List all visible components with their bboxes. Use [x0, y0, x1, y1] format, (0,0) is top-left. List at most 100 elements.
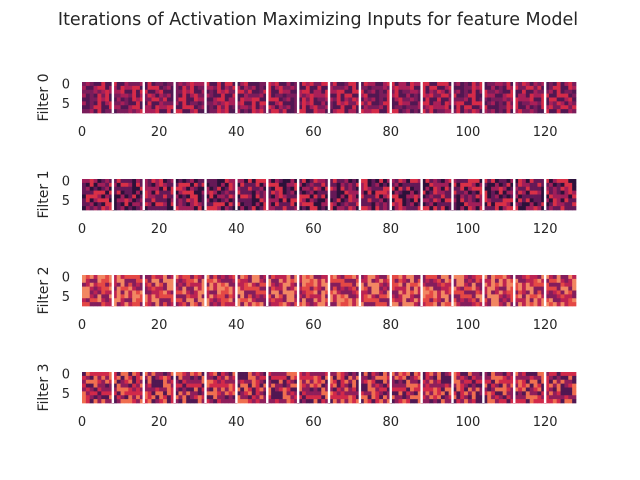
heatmap-cell — [224, 391, 230, 396]
heatmap-cell — [564, 294, 569, 299]
heatmap-cell — [529, 101, 534, 106]
heatmap-cell — [487, 194, 492, 199]
heatmap-cell — [537, 190, 542, 195]
heatmap-cell — [193, 290, 199, 295]
heatmap-cell — [317, 372, 322, 377]
heatmap-cell — [305, 186, 311, 191]
heatmap-cell — [193, 89, 199, 94]
heatmap-cell — [298, 97, 303, 102]
heatmap-cell — [301, 186, 307, 191]
heatmap-cell — [109, 375, 114, 381]
heatmap-cell — [105, 387, 110, 392]
heatmap-cell — [251, 202, 257, 207]
heatmap-cell — [267, 282, 272, 287]
heatmap-cell — [205, 182, 210, 188]
heatmap-cell — [410, 194, 415, 199]
heatmap-cell — [205, 179, 210, 184]
heatmap-cell — [483, 391, 488, 396]
heatmap-cell — [514, 202, 519, 207]
heatmap-cell — [139, 85, 145, 91]
heatmap-cell — [209, 290, 214, 295]
heatmap-cell — [514, 383, 519, 388]
heatmap-cell — [417, 282, 422, 287]
heatmap-cell — [437, 198, 442, 203]
heatmap-cell — [274, 383, 280, 388]
heatmap-cell — [82, 399, 87, 404]
heatmap-cell — [444, 179, 449, 184]
heatmap-cell — [236, 278, 241, 284]
heatmap-cell — [494, 391, 500, 396]
heatmap-cell — [85, 198, 91, 203]
iteration-separator — [266, 82, 269, 113]
heatmap-cell — [371, 105, 376, 110]
heatmap-cell — [437, 399, 442, 404]
heatmap-cell — [178, 278, 183, 284]
heatmap-cell — [410, 97, 415, 102]
heatmap-cell — [456, 186, 461, 191]
heatmap-cell — [89, 399, 94, 404]
heatmap-cell — [521, 302, 527, 307]
heatmap-cell — [286, 395, 291, 400]
heatmap-cell — [112, 82, 118, 87]
heatmap-cell — [190, 109, 195, 114]
heatmap-cell — [329, 182, 334, 188]
heatmap-cell — [294, 202, 299, 207]
heatmap-cell — [502, 179, 507, 184]
heatmap-cell — [487, 290, 492, 295]
heatmap-cell — [556, 286, 561, 291]
heatmap-cell — [518, 179, 523, 184]
heatmap-cell — [170, 194, 175, 199]
heatmap-cell — [425, 89, 430, 94]
heatmap-cell — [440, 190, 446, 195]
heatmap-cell — [456, 101, 461, 106]
heatmap-cell — [313, 298, 318, 303]
heatmap-cell — [209, 93, 214, 98]
heatmap-cell — [163, 375, 168, 381]
heatmap-cell — [170, 109, 175, 114]
heatmap-cell — [159, 399, 164, 404]
heatmap-cell — [329, 294, 334, 299]
heatmap-cell — [429, 105, 434, 110]
heatmap-cell — [552, 278, 558, 284]
heatmap-cell — [205, 379, 210, 384]
heatmap-cell — [460, 85, 465, 91]
heatmap-cell — [139, 97, 145, 102]
heatmap-cell — [548, 190, 554, 195]
heatmap-cell — [413, 298, 419, 303]
heatmap-cell — [494, 294, 500, 299]
heatmap-cell — [274, 93, 280, 98]
heatmap-cell — [510, 294, 515, 299]
heatmap-cell — [294, 387, 299, 392]
heatmap-cell — [452, 105, 457, 110]
heatmap-cell — [132, 399, 137, 404]
heatmap-cell — [228, 198, 233, 203]
iteration-separator — [327, 179, 331, 210]
heatmap-cell — [383, 286, 388, 291]
heatmap-cell — [267, 372, 272, 377]
heatmap-cell — [240, 391, 245, 396]
heatmap-cell — [375, 282, 380, 287]
heatmap-cell — [375, 198, 380, 203]
heatmap-cell — [247, 294, 253, 299]
heatmap-cell — [379, 93, 384, 98]
heatmap-cell — [251, 190, 257, 195]
y-axis-label: Filter 2 — [36, 266, 52, 314]
heatmap-cell — [313, 286, 318, 291]
heatmap-cell — [190, 372, 195, 377]
heatmap-cell — [217, 89, 222, 94]
heatmap-cell — [132, 290, 137, 295]
heatmap-cell — [429, 82, 434, 87]
heatmap-cell — [105, 194, 110, 199]
heatmap-cell — [309, 202, 314, 207]
heatmap-cell — [537, 105, 542, 110]
heatmap-cell — [259, 375, 264, 381]
heatmap-cell — [93, 379, 98, 384]
heatmap-cell — [494, 290, 500, 295]
heatmap-cell — [545, 198, 550, 203]
heatmap-cell — [101, 85, 106, 91]
heatmap-cell — [541, 399, 546, 404]
heatmap-cell — [568, 179, 573, 184]
heatmap-cell — [232, 89, 237, 94]
heatmap-cell — [251, 109, 257, 114]
heatmap-cell — [193, 109, 199, 114]
